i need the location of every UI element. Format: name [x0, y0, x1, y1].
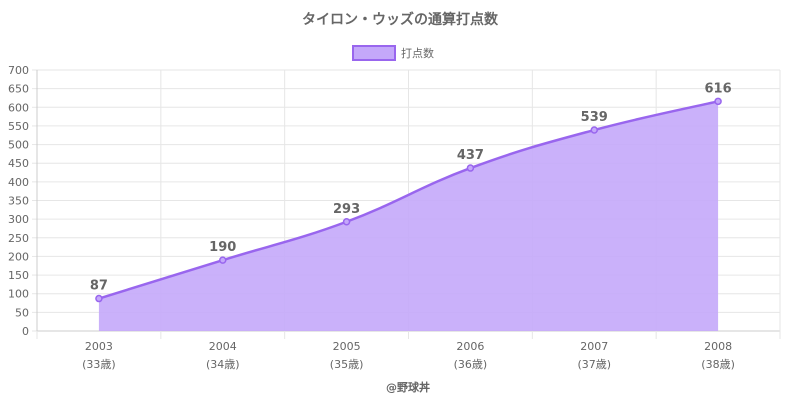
x-tick-sublabel: (35歳)	[330, 358, 364, 371]
data-label: 437	[457, 148, 484, 163]
y-tick-label: 500	[8, 139, 29, 152]
y-tick-label: 350	[8, 195, 29, 208]
chart-title: タイロン・ウッズの通算打点数	[302, 11, 499, 28]
x-tick-sublabel: (38歳)	[701, 358, 735, 371]
data-point[interactable]	[95, 294, 103, 303]
y-tick-label: 400	[8, 176, 29, 189]
x-tick-label: 2004	[209, 340, 237, 353]
data-label: 539	[581, 110, 608, 125]
data-label: 293	[333, 202, 360, 217]
x-tick-sublabel: (36歳)	[454, 358, 488, 371]
data-point[interactable]	[590, 126, 598, 134]
x-axis: 2003 (33歳) 2004 (34歳) 2005 (35歳) 2006 (36歳) 2007…	[82, 340, 735, 371]
y-tick-label: 50	[15, 306, 29, 319]
y-tick-label: 0	[22, 325, 29, 338]
x-tick-label: 2006	[456, 340, 484, 353]
data-label: 87	[90, 279, 108, 294]
legend-swatch	[352, 45, 396, 61]
y-tick-label: 450	[8, 157, 29, 170]
y-tick-label: 300	[8, 213, 29, 226]
data-label: 616	[705, 81, 732, 96]
series-area	[95, 97, 722, 331]
series-area-fill	[98, 101, 719, 331]
data-labels: 87 190 293 437 539 616	[90, 81, 732, 293]
y-tick-label: 100	[8, 288, 29, 301]
y-tick-label: 650	[8, 83, 29, 96]
data-point[interactable]	[466, 164, 475, 172]
legend[interactable]: 打点数	[352, 45, 434, 61]
data-point[interactable]	[219, 256, 227, 264]
x-tick-label: 2008	[704, 340, 732, 353]
x-tick-sublabel: (37歳)	[577, 358, 611, 371]
y-axis: 0 50 100 150 200 250 300 350 400 450 500 550 600 650 7…	[8, 64, 38, 338]
x-tick-label: 2007	[580, 340, 608, 353]
series-line	[98, 100, 719, 300]
y-tick-label: 700	[8, 64, 29, 77]
y-tick-label: 250	[8, 232, 29, 245]
credit: @野球丼	[386, 380, 430, 394]
data-label: 190	[209, 240, 236, 255]
x-tick-label: 2003	[85, 340, 113, 353]
data-point[interactable]	[714, 97, 722, 106]
y-tick-label: 200	[8, 250, 29, 263]
y-tick-label: 550	[8, 120, 29, 133]
y-tick-label: 600	[8, 101, 29, 114]
data-point[interactable]	[342, 218, 351, 226]
legend-label: 打点数	[401, 46, 434, 60]
x-tick-sublabel: (34歳)	[206, 358, 240, 371]
x-tick-sublabel: (33歳)	[82, 358, 116, 371]
x-tick-label: 2005	[333, 340, 361, 353]
y-tick-label: 150	[8, 269, 29, 282]
